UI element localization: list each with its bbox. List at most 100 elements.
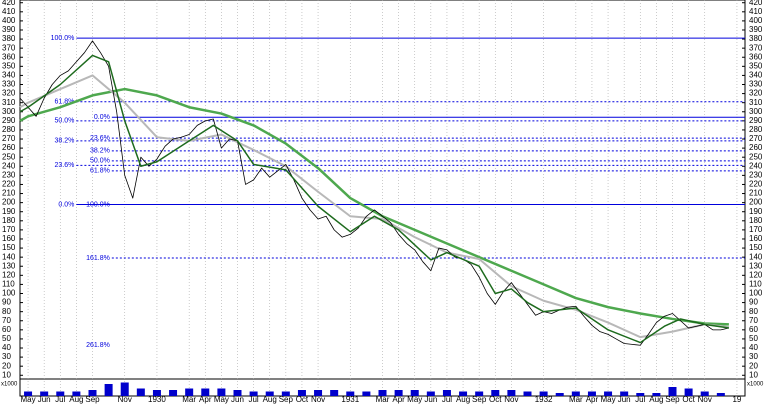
y-tick-label-right: 20 xyxy=(749,361,758,370)
x-tick-label: 19 xyxy=(732,395,741,404)
fib-label: 100.0% xyxy=(86,201,110,208)
x-tick-label: Oct xyxy=(489,395,502,404)
x-tick-label: Jun xyxy=(38,395,51,404)
x-tick-label: Sep xyxy=(665,395,680,404)
volume-bar xyxy=(700,391,709,396)
x-tick-label: Nov xyxy=(504,395,518,404)
fib-label: 100.0% xyxy=(51,35,75,42)
x-tick-label: Oct xyxy=(296,395,309,404)
x-tick-label: 1932 xyxy=(535,395,553,404)
volume-bar xyxy=(201,388,210,396)
y-tick-label: 370 xyxy=(2,43,16,52)
x-tick-label: Aug xyxy=(263,395,277,404)
fib-label: 0.0% xyxy=(94,114,110,121)
y-tick-label-right: 360 xyxy=(749,52,763,61)
series-line xyxy=(19,74,730,339)
volume-bar xyxy=(217,388,226,396)
y-tick-label-right: 400 xyxy=(749,16,763,25)
x-tick-label: Nov xyxy=(118,395,132,404)
y-tick-label-right: 380 xyxy=(749,34,763,43)
x-tick-label: 1930 xyxy=(148,395,166,404)
y-tick-label-right: 190 xyxy=(749,207,763,216)
y-tick-label-right: 150 xyxy=(749,243,763,252)
y-tick-label: 60 xyxy=(2,325,11,334)
fib-label: 50.0% xyxy=(55,118,75,125)
y-tick-label: 300 xyxy=(2,107,16,116)
x-tick-label: Aug xyxy=(456,395,470,404)
y-tick-label-right: 290 xyxy=(749,116,763,125)
volume-bar xyxy=(346,391,355,396)
fib-label: 61.8% xyxy=(55,99,75,106)
y-tick-label-right: 370 xyxy=(749,43,763,52)
x-tick-label: Nov xyxy=(698,395,712,404)
y-tick-label: 160 xyxy=(2,234,16,243)
volume-bar xyxy=(314,390,323,396)
y-tick-label: 410 xyxy=(2,7,16,16)
y-tick-label: 70 xyxy=(2,316,11,325)
series-line xyxy=(19,40,729,346)
volume-bar xyxy=(56,391,65,396)
y-tick-label: 280 xyxy=(2,125,16,134)
y-tick-label: 120 xyxy=(2,270,16,279)
y-tick-label-right: 130 xyxy=(749,261,763,270)
y-tick-label: 330 xyxy=(2,80,16,89)
y-tick-label: 200 xyxy=(2,198,16,207)
x-tick-label: Jul xyxy=(442,395,452,404)
y-tick-label-right: 310 xyxy=(749,98,763,107)
fib-label: 261.8% xyxy=(86,342,110,349)
volume-bar xyxy=(668,387,677,396)
y-tick-label: 190 xyxy=(2,207,16,216)
fib-label: 50.0% xyxy=(90,158,110,165)
y-tick-label-right: 220 xyxy=(749,180,763,189)
volume-bar xyxy=(394,390,403,396)
y-tick-label-right: 60 xyxy=(749,325,758,334)
y-tick-label: 150 xyxy=(2,243,16,252)
y-tick-label-right: 350 xyxy=(749,61,763,70)
volume-bar xyxy=(330,390,339,396)
y-tick-label: 130 xyxy=(2,261,16,270)
y-tick-label-right: 90 xyxy=(749,298,758,307)
y-tick-label: 210 xyxy=(2,189,16,198)
volume-bar xyxy=(120,382,129,396)
x-tick-label: May xyxy=(600,395,615,404)
y-tick-label: 10 xyxy=(2,370,11,379)
volume-bar xyxy=(539,391,548,396)
y-tick-label-right: 120 xyxy=(749,270,763,279)
volume-bar xyxy=(684,388,693,396)
y-tick-label-right: 70 xyxy=(749,316,758,325)
y-tick-label: 250 xyxy=(2,152,16,161)
fib-label: 23.6% xyxy=(90,135,110,142)
y-tick-label-right: 110 xyxy=(749,280,762,289)
y-tick-label-right: 320 xyxy=(749,89,763,98)
y-tick-label: 230 xyxy=(2,170,16,179)
y-tick-label: 270 xyxy=(2,134,16,143)
y-tick-label-right: 230 xyxy=(749,170,763,179)
volume-bar xyxy=(378,390,387,396)
x-tick-label: Sep xyxy=(85,395,100,404)
volume-bar xyxy=(410,390,419,396)
y-tick-label: 20 xyxy=(2,361,11,370)
fib-label: 38.2% xyxy=(90,148,110,155)
volume-bar xyxy=(265,391,274,396)
volume-bar xyxy=(491,390,500,396)
volume-bar xyxy=(233,390,242,396)
y-tick-label-right: 170 xyxy=(749,225,763,234)
y-tick-label-right: 300 xyxy=(749,107,763,116)
volume-bar xyxy=(475,391,484,396)
y-tick-label-right: 100 xyxy=(749,289,763,298)
x-tick-label: May xyxy=(214,395,229,404)
y-tick-label: 390 xyxy=(2,25,16,34)
y-tick-label: 80 xyxy=(2,307,11,316)
y-tick-label: 380 xyxy=(2,34,16,43)
fib-label: 0.0% xyxy=(58,201,74,208)
y-tick-label-right: 40 xyxy=(749,343,758,352)
fib-label: 161.8% xyxy=(86,255,110,262)
x-tick-label: Sep xyxy=(279,395,294,404)
y-tick-label-right: 280 xyxy=(749,125,763,134)
y-tick-label-right: 180 xyxy=(749,216,763,225)
volume-bar xyxy=(620,391,629,396)
y-tick-label: 320 xyxy=(2,89,16,98)
x-tick-label: Jun xyxy=(231,395,244,404)
x-tick-label: Jul xyxy=(635,395,645,404)
